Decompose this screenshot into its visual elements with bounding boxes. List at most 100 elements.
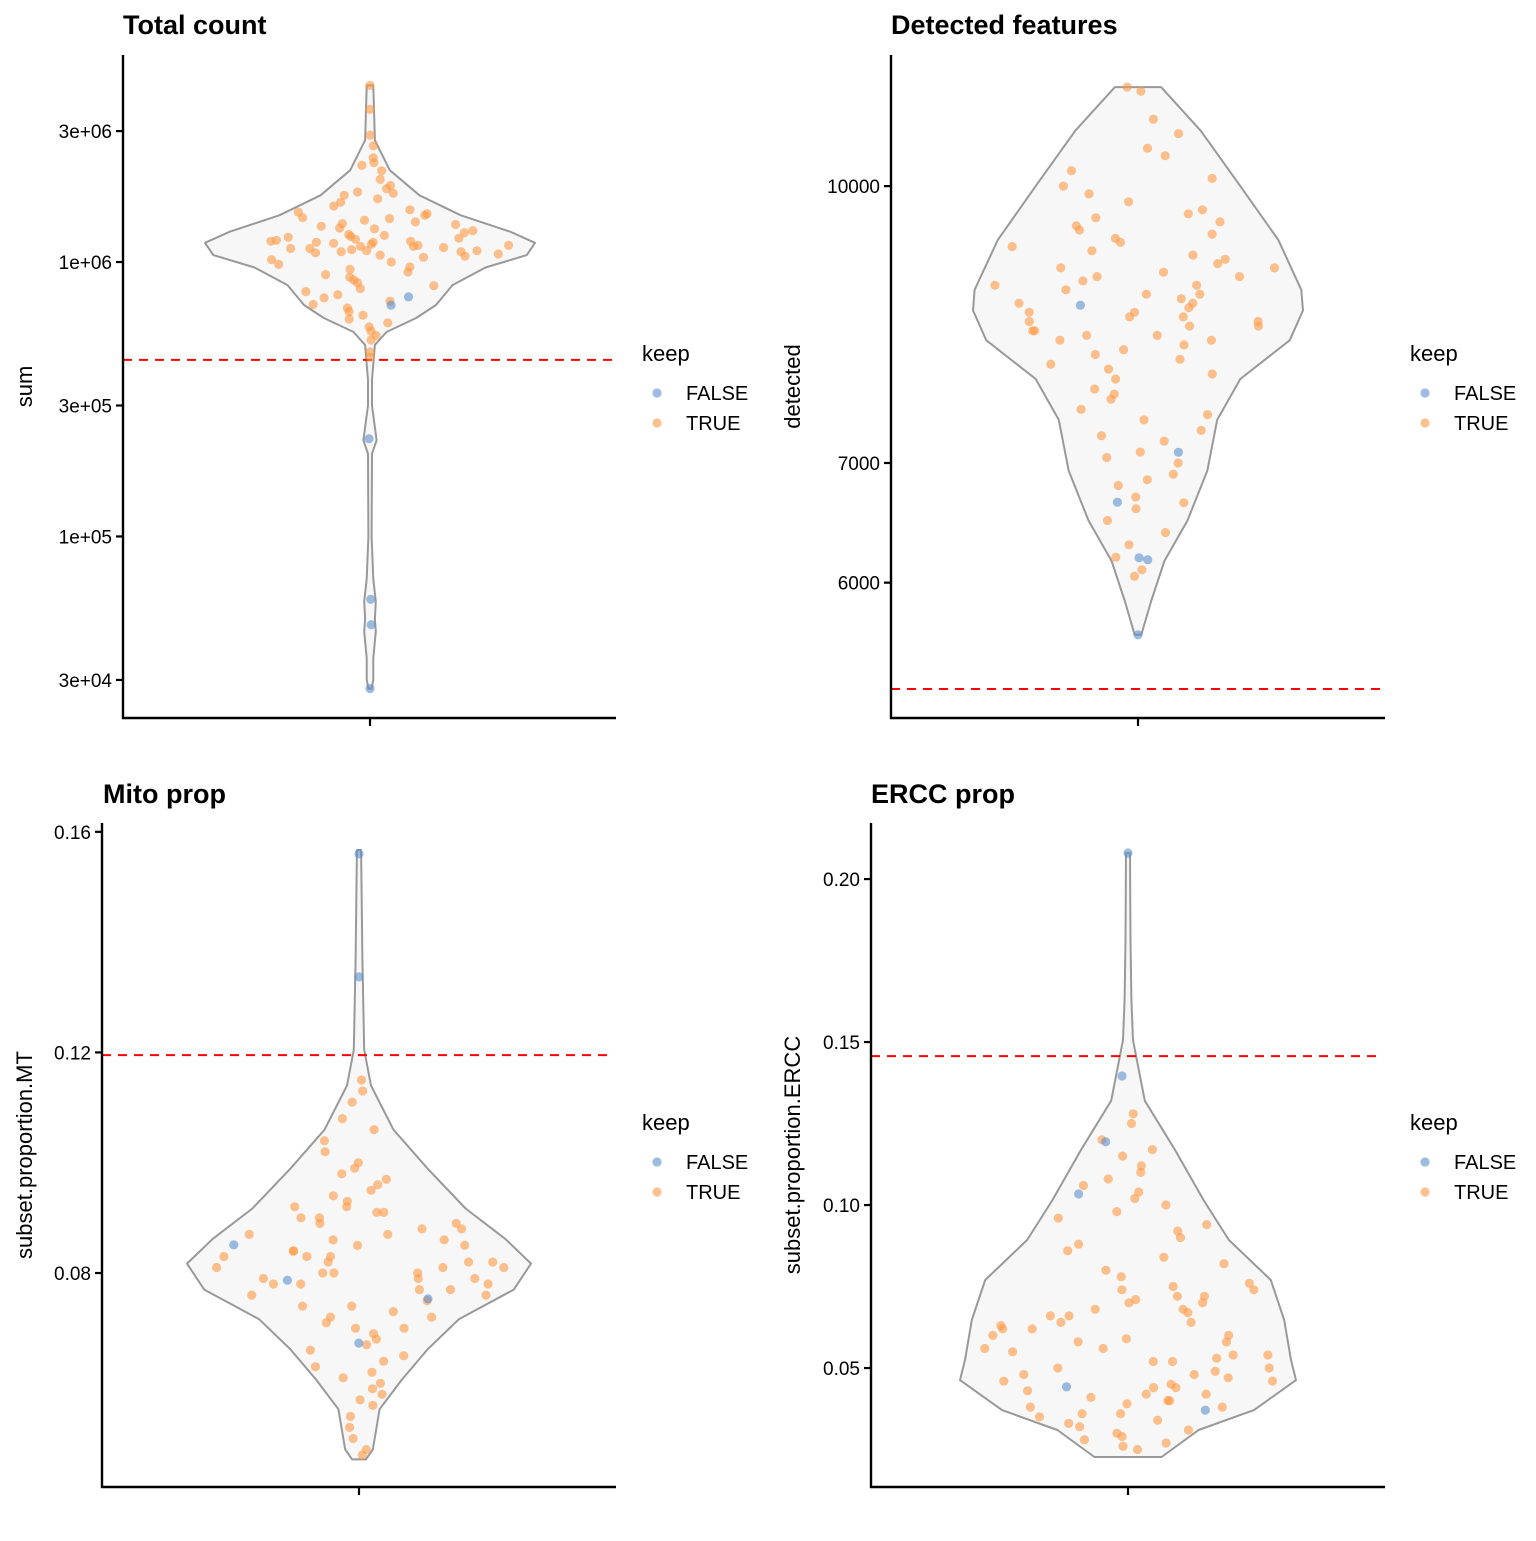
point-true — [1058, 181, 1068, 191]
point-true — [1124, 540, 1134, 550]
violin-shape — [186, 849, 532, 1461]
point-true — [1213, 259, 1223, 269]
point-false — [365, 684, 375, 694]
point-true — [365, 104, 375, 114]
point-true — [1207, 173, 1217, 183]
point-true — [1023, 1386, 1033, 1396]
point-false — [282, 1275, 292, 1285]
point-true — [336, 247, 346, 257]
point-true — [1206, 335, 1216, 345]
point-true — [1117, 1285, 1127, 1295]
point-true — [1056, 1317, 1066, 1327]
point-true — [290, 1202, 300, 1212]
point-true — [1045, 1311, 1055, 1321]
legend-key-false — [1420, 388, 1430, 398]
point-true — [347, 245, 357, 255]
point-true — [297, 1301, 308, 1311]
point-true — [381, 1174, 391, 1184]
point-true — [219, 1251, 229, 1262]
point-true — [1168, 469, 1178, 479]
point-true — [454, 233, 464, 243]
legend-title: keep — [1410, 1110, 1458, 1135]
legend-label: TRUE — [1454, 1182, 1508, 1204]
point-true — [355, 1395, 365, 1405]
point-true — [1175, 354, 1185, 364]
point-true — [483, 1279, 493, 1289]
point-true — [296, 1213, 306, 1223]
point-true — [1053, 1363, 1063, 1373]
y-tick-label: 0.12 — [54, 1043, 91, 1064]
legend: keep FALSE TRUE — [642, 341, 748, 435]
point-true — [1234, 272, 1245, 282]
point-true — [1122, 1399, 1132, 1409]
point-true — [379, 230, 389, 240]
point-true — [1253, 321, 1263, 331]
point-true — [990, 280, 1000, 290]
point-true — [1117, 1431, 1127, 1442]
legend-label: FALSE — [686, 383, 748, 405]
violin-shape — [972, 86, 1304, 636]
point-true — [336, 197, 346, 207]
legend-key-false — [1420, 1157, 1430, 1167]
point-true — [383, 318, 393, 328]
point-true — [1161, 1200, 1171, 1210]
y-tick-label: 0.15 — [823, 1033, 860, 1054]
point-true — [1172, 1291, 1182, 1301]
point-true — [1078, 1180, 1089, 1191]
point-true — [1131, 504, 1141, 514]
legend-title: keep — [1410, 341, 1458, 366]
y-tick-label: 6000 — [838, 574, 880, 595]
point-true — [328, 1235, 338, 1245]
point-true — [504, 240, 514, 250]
point-true — [305, 243, 315, 254]
point-true — [311, 237, 321, 247]
point-true — [329, 238, 339, 248]
point-true — [980, 1343, 990, 1354]
point-true — [1215, 217, 1225, 227]
point-true — [369, 224, 380, 234]
point-true — [439, 1235, 449, 1245]
point-true — [1202, 1220, 1212, 1230]
point-true — [1027, 1324, 1037, 1334]
point-true — [1014, 298, 1024, 308]
point-true — [1175, 1233, 1186, 1243]
point-true — [413, 1273, 423, 1284]
panel-3: Mito prop subset.proportion.MT 0.16 0.12 0.0… — [12, 779, 748, 1495]
panel-title: Detected features — [891, 10, 1118, 40]
point-true — [1064, 1311, 1074, 1321]
point-true — [1116, 1272, 1126, 1282]
point-true — [1202, 410, 1213, 420]
point-true — [1141, 1389, 1151, 1399]
point-false — [1101, 1137, 1111, 1147]
point-true — [1160, 151, 1170, 161]
point-true — [375, 250, 385, 260]
point-true — [1103, 1174, 1113, 1184]
point-true — [386, 257, 396, 267]
point-true — [459, 228, 469, 238]
point-true — [1195, 289, 1205, 299]
point-true — [1111, 552, 1121, 562]
point-false — [1200, 1405, 1210, 1415]
point-true — [998, 1324, 1008, 1334]
point-true — [348, 1433, 358, 1444]
point-true — [439, 242, 449, 253]
point-true — [1074, 1239, 1084, 1249]
point-true — [405, 205, 415, 215]
point-false — [1143, 555, 1153, 565]
point-true — [1034, 1412, 1045, 1422]
point-true — [353, 187, 363, 197]
point-true — [355, 284, 365, 294]
point-true — [1024, 307, 1034, 317]
point-true — [274, 259, 284, 269]
point-true — [383, 1229, 393, 1239]
y-tick-label: 0.10 — [823, 1196, 860, 1217]
point-true — [399, 1323, 409, 1333]
legend-label: TRUE — [686, 413, 740, 435]
point-true — [244, 1229, 254, 1239]
point-true — [1264, 1363, 1274, 1373]
point-true — [329, 1268, 339, 1278]
point-true — [403, 267, 413, 277]
y-tick-label: 0.20 — [823, 870, 860, 891]
point-true — [342, 1202, 352, 1212]
